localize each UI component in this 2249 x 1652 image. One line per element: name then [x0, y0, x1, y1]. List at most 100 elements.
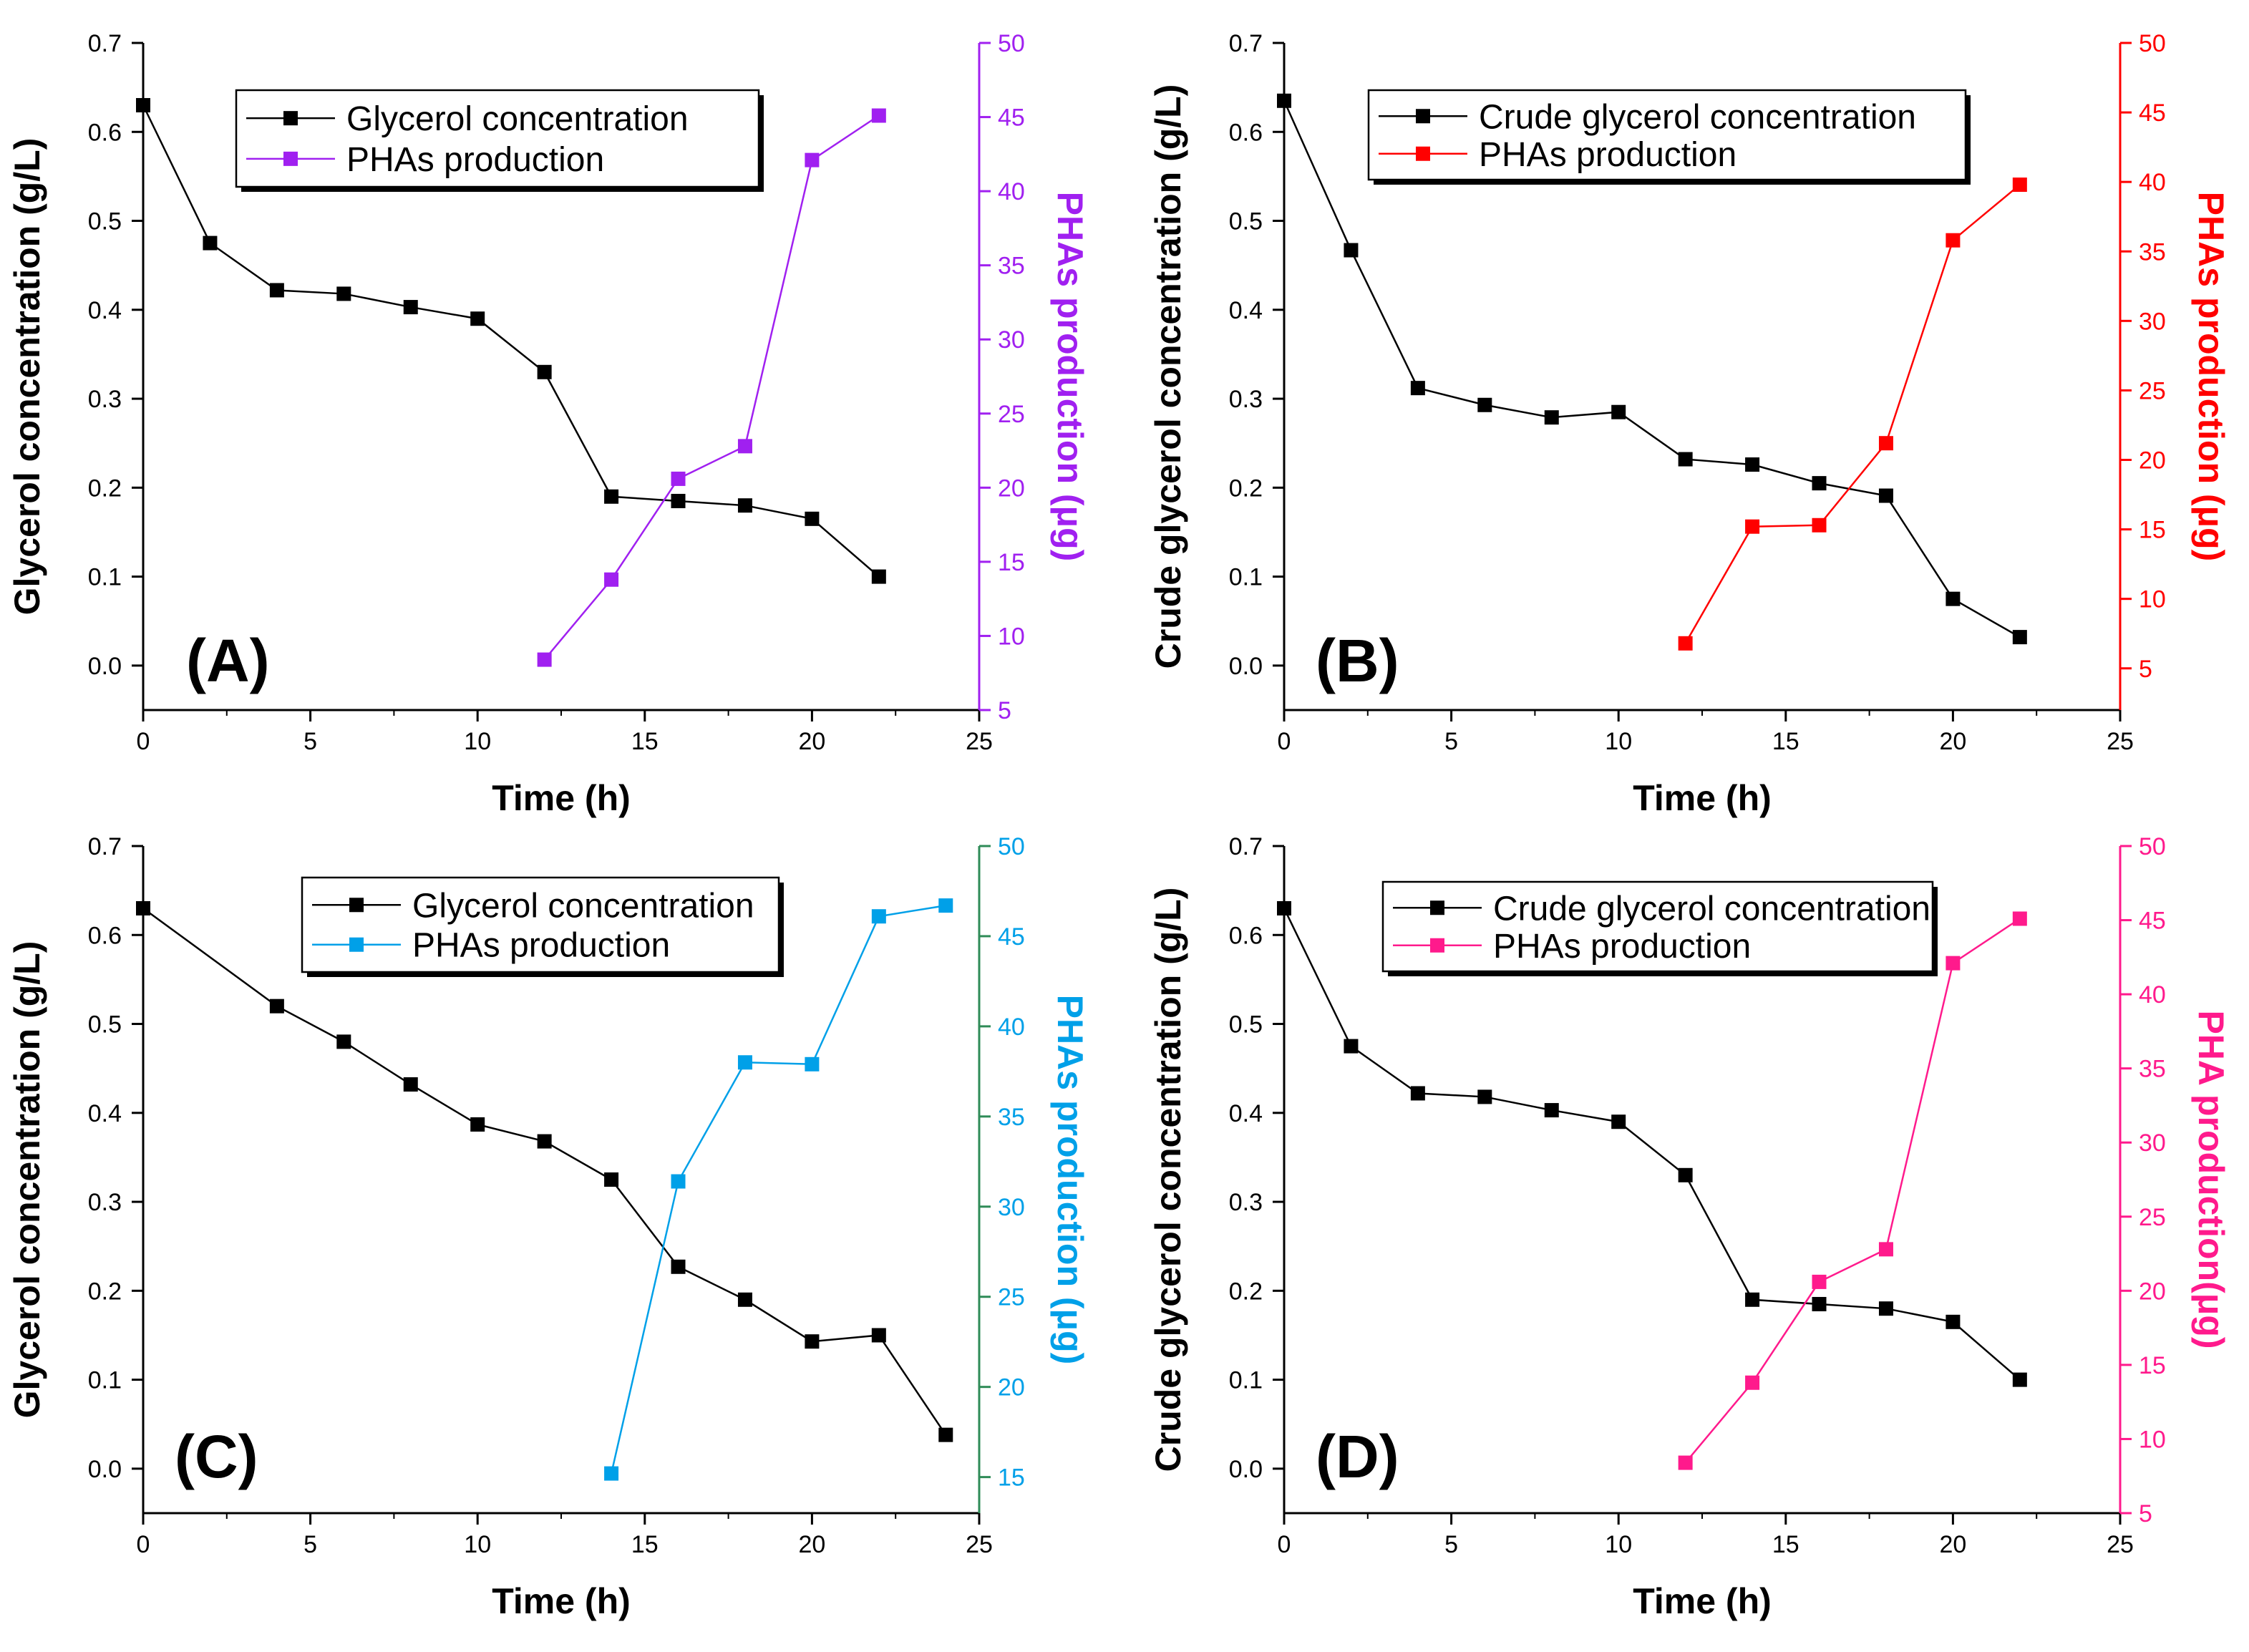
data-point	[1946, 233, 1961, 248]
data-point	[537, 652, 552, 667]
legend-label: Glycerol concentration	[412, 887, 754, 925]
data-point	[136, 900, 150, 915]
y-right-tick-label: 10	[2139, 586, 2166, 613]
y-left-tick-label: 0.7	[1229, 30, 1263, 57]
series-line-phas	[543, 115, 880, 661]
y-right-tick-label: 25	[2139, 1204, 2166, 1231]
x-tick-label: 0	[1278, 728, 1291, 755]
legend-label: Crude glycerol concentration	[1493, 890, 1930, 928]
y-left-axis-title: Glycerol concentration (g/L)	[7, 941, 47, 1419]
data-point	[1946, 956, 1961, 971]
y-right-tick-label: 20	[2139, 1278, 2166, 1305]
data-point	[403, 300, 418, 315]
x-tick-label: 20	[1939, 728, 1966, 755]
panel-label: (A)	[186, 627, 270, 694]
y-right-tick-label: 40	[2139, 981, 2166, 1009]
y-right-tick-label: 5	[2139, 656, 2152, 683]
y-left-tick-label: 0.5	[88, 1011, 122, 1039]
y-right-tick-label: 15	[2139, 517, 2166, 544]
data-point	[2012, 630, 2027, 645]
data-point	[136, 97, 150, 112]
data-point	[1678, 636, 1693, 651]
y-right-axis-title: PHAs production (μg)	[1050, 192, 1090, 562]
legend-label: PHAs production	[346, 141, 604, 179]
y-left-axis-title: Glycerol concentration (g/L)	[7, 138, 47, 616]
y-left-tick-label: 0.0	[88, 1456, 122, 1483]
y-right-tick-label: 25	[998, 1284, 1025, 1311]
x-tick-label: 20	[798, 1531, 825, 1558]
y-right-tick-label: 10	[998, 623, 1025, 650]
y-left-tick-label: 0.4	[88, 297, 122, 324]
y-left-tick-label: 0.2	[1229, 1278, 1263, 1305]
data-point	[1410, 381, 1425, 396]
y-left-tick-label: 0.2	[1229, 475, 1263, 502]
x-axis-title: Time (h)	[1633, 1581, 1772, 1621]
x-tick-label: 5	[303, 728, 317, 755]
y-right-tick-label: 45	[2139, 99, 2166, 127]
data-point	[938, 898, 953, 913]
data-point	[805, 1056, 820, 1072]
y-right-tick-label: 35	[998, 1104, 1025, 1131]
data-point	[1878, 488, 1893, 503]
x-tick-label: 20	[798, 728, 825, 755]
y-left-tick-label: 0.2	[88, 475, 122, 502]
y-right-tick-label: 45	[998, 105, 1025, 132]
data-point	[671, 471, 686, 486]
legend-marker	[283, 111, 298, 126]
y-right-tick-label: 50	[2139, 30, 2166, 57]
x-tick-label: 10	[464, 728, 491, 755]
data-point	[336, 286, 351, 301]
y-left-tick-label: 0.5	[88, 208, 122, 235]
x-tick-label: 0	[1278, 1531, 1291, 1558]
data-point	[671, 1174, 686, 1189]
data-point	[1477, 1089, 1492, 1104]
y-right-axis-title: PHAs production (μg)	[1050, 995, 1090, 1365]
y-left-tick-label: 0.6	[88, 922, 122, 949]
data-point	[537, 364, 552, 379]
data-point	[1544, 1103, 1559, 1118]
panel-label: (C)	[175, 1423, 258, 1490]
data-point	[336, 1034, 351, 1049]
data-point	[1344, 1039, 1359, 1054]
data-point	[1812, 476, 1827, 491]
y-left-tick-label: 0.5	[1229, 1011, 1263, 1039]
data-point	[269, 999, 284, 1014]
y-right-tick-label: 45	[2139, 908, 2166, 935]
y-left-tick-label: 0.4	[88, 1100, 122, 1127]
y-right-tick-label: 40	[998, 1014, 1025, 1041]
x-tick-label: 25	[2107, 1531, 2134, 1558]
y-right-tick-label: 20	[998, 1374, 1025, 1401]
y-right-tick-label: 20	[2139, 447, 2166, 475]
x-tick-label: 15	[1772, 1531, 1799, 1558]
data-point	[1745, 457, 1760, 472]
y-right-axis-title: PHA production(μg)	[2191, 1010, 2231, 1349]
y-right-tick-label: 15	[998, 549, 1025, 576]
data-point	[1812, 1274, 1827, 1289]
panel-c: 0 5 10 15 20 25 0.0 0.1 0.2 0.3 0.4 0.5 0.6 0.7 15 20 25…	[7, 833, 1090, 1621]
data-point	[2012, 178, 2027, 193]
data-point	[871, 108, 886, 123]
data-point	[1611, 404, 1626, 419]
x-tick-label: 10	[464, 1531, 491, 1558]
y-left-tick-label: 0.7	[1229, 833, 1263, 860]
y-right-tick-label: 30	[2139, 1129, 2166, 1157]
data-point	[470, 311, 485, 326]
data-point	[470, 1117, 485, 1132]
y-left-tick-label: 0.3	[1229, 1189, 1263, 1216]
y-left-tick-label: 0.0	[88, 653, 122, 680]
data-point	[2012, 911, 2027, 926]
series-line-glycerol	[1283, 908, 2021, 1381]
y-right-tick-label: 25	[998, 401, 1025, 428]
y-left-tick-label: 0.0	[1229, 1456, 1263, 1483]
y-left-tick-label: 0.1	[88, 564, 122, 591]
y-right-tick-label: 25	[2139, 377, 2166, 404]
data-point	[1878, 1242, 1893, 1257]
data-point	[805, 152, 820, 167]
legend-box	[1367, 89, 1967, 181]
x-tick-label: 15	[631, 728, 659, 755]
data-point	[737, 498, 752, 513]
legend-marker	[1416, 146, 1430, 161]
